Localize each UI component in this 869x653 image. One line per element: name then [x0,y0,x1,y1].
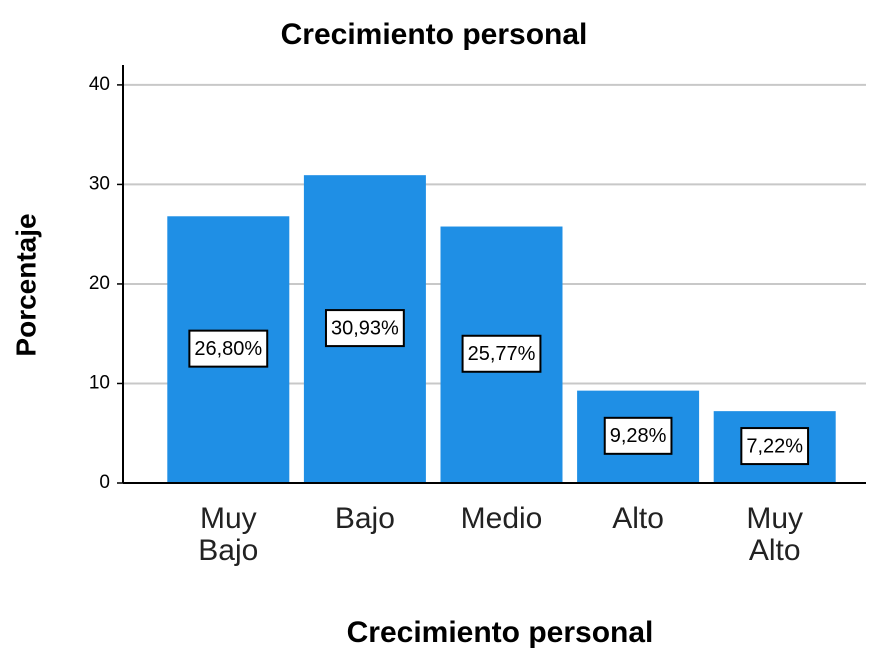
value-label: 7,22% [746,435,803,457]
value-label: 26,80% [194,338,262,360]
value-label-box [188,329,269,368]
x-tick-label: Medio [460,502,543,535]
x-tick-label: Bajo [334,502,395,535]
x-axis-title: Crecimiento personal [347,616,654,649]
chart-title: Crecimiento personal [281,18,588,51]
y-tick-label: 10 [89,372,110,393]
y-tick-label: 40 [89,74,110,95]
x-tick-label: Muy Bajo [198,502,259,567]
value-label-box [603,416,673,455]
x-tick-label: Muy Alto [746,502,804,567]
y-tick-label: 20 [89,273,110,294]
y-tick-label: 30 [89,173,110,194]
value-label-box [461,334,542,373]
value-label-box [740,427,810,466]
y-tick-label: 0 [99,472,110,493]
y-axis-title: Porcentaje [10,213,41,356]
value-label: 9,28% [610,425,667,447]
value-label: 25,77% [468,343,536,365]
value-label: 30,93% [331,317,399,339]
x-tick-label: Alto [612,502,664,535]
value-label-box [324,309,405,348]
